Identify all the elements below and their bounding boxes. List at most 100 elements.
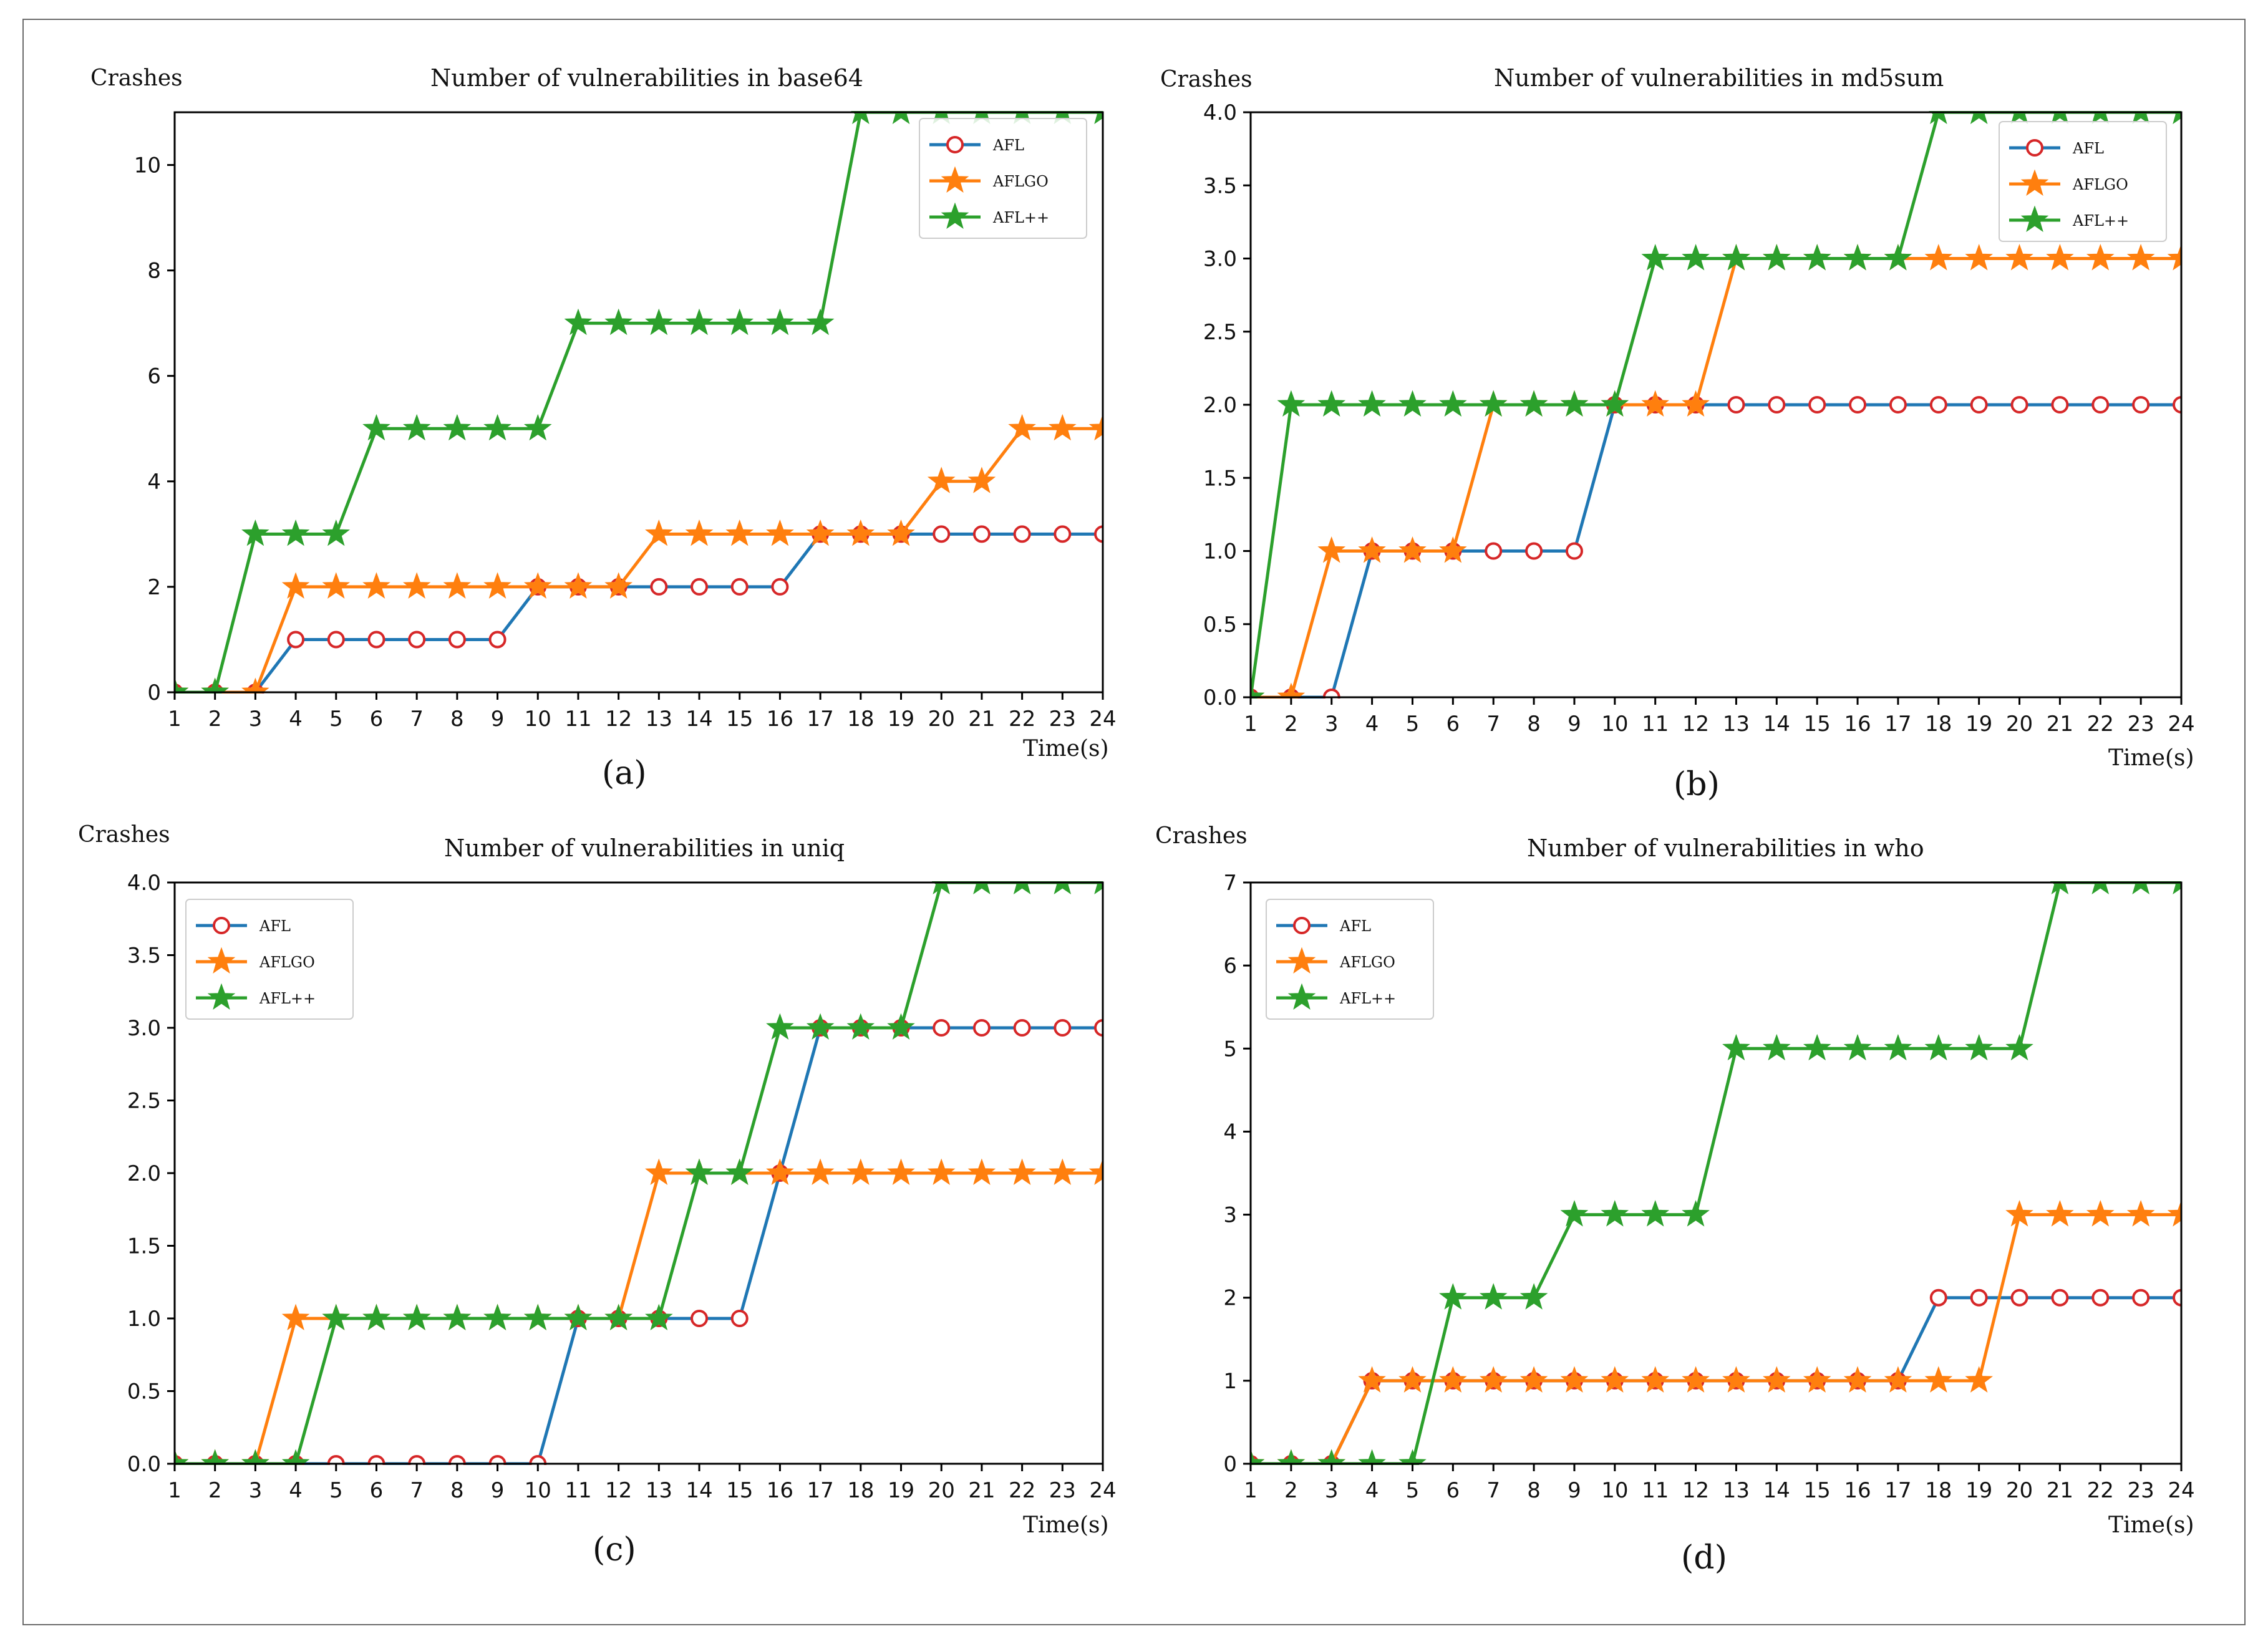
plot-frame — [1249, 881, 2183, 1465]
y-tick-label: 7 — [1223, 871, 1237, 896]
afl-marker — [972, 1019, 991, 1037]
aflpp-marker — [201, 1449, 229, 1465]
x-tick-label: 8 — [1527, 1478, 1541, 1503]
aflgo-marker — [1560, 1366, 1589, 1393]
y-tick-label: 4.0 — [1203, 100, 1237, 125]
aflgo-marker — [2020, 169, 2049, 196]
x-tick-label: 15 — [1804, 1478, 1831, 1503]
afl-marker — [1054, 525, 1072, 543]
legend-item: AFLGO — [2009, 169, 2128, 196]
y-axis-label: Crashes — [1160, 67, 1253, 92]
x-tick-label: 24 — [1089, 1478, 1116, 1503]
aflgo-marker — [887, 1158, 915, 1186]
aflpp-marker — [281, 1449, 310, 1465]
aflpp-marker — [1924, 1033, 1953, 1061]
x-tick-label: 23 — [1049, 1478, 1076, 1503]
aflgo-marker — [2046, 1200, 2074, 1227]
legend-label: AFLGO — [259, 954, 315, 971]
aflpp-marker — [887, 1013, 915, 1040]
x-tick-label: 10 — [1601, 1478, 1628, 1503]
aflpp-marker — [846, 1013, 875, 1040]
aflpp-marker — [1763, 1033, 1791, 1061]
afl-marker — [2051, 396, 2069, 413]
aflpp-marker — [2090, 111, 2110, 125]
aflpp-marker — [604, 308, 633, 336]
aflgo-marker — [483, 572, 511, 599]
aflpp-marker — [1884, 244, 1912, 271]
aflgo-marker — [806, 1158, 835, 1186]
x-tick-label: 7 — [1486, 1478, 1500, 1503]
x-tick-label: 7 — [1486, 712, 1500, 737]
afl-marker — [730, 1310, 749, 1327]
aflpp-marker — [1560, 1200, 1589, 1227]
x-tick-label: 1 — [168, 1478, 182, 1503]
aflgo-marker — [1277, 682, 1306, 699]
aflgo-marker — [281, 572, 310, 599]
x-tick-label: 21 — [2047, 1478, 2073, 1503]
afl-marker — [2051, 1289, 2069, 1307]
afl-marker — [691, 1310, 709, 1327]
afl-marker — [1808, 396, 1826, 413]
y-tick-label: 4 — [147, 470, 161, 495]
aflgo-marker — [1358, 1366, 1386, 1393]
x-tick-label: 7 — [410, 707, 424, 732]
afl-marker — [1013, 1019, 1031, 1037]
x-tick-label: 7 — [410, 1478, 424, 1503]
aflpp-marker — [891, 111, 911, 125]
legend-item: AFL++ — [196, 983, 316, 1010]
aflpp-marker — [1012, 881, 1032, 894]
x-tick-label: 18 — [1925, 712, 1952, 737]
aflpp-marker — [1519, 390, 1548, 417]
x-tick-label: 17 — [1884, 1478, 1911, 1503]
x-tick-label: 21 — [2047, 712, 2073, 737]
afl-marker — [287, 631, 305, 649]
aflpp-marker — [1052, 881, 1072, 894]
aflgo-marker — [1601, 1366, 1629, 1393]
aflpp-marker — [1803, 244, 1831, 271]
series-aflgo — [1251, 1200, 2181, 1465]
aflgo-marker — [766, 519, 794, 546]
aflgo-marker — [1965, 244, 1994, 271]
x-tick-label: 24 — [2168, 1478, 2194, 1503]
panel-caption: (b) — [1674, 766, 1720, 803]
afl-marker — [1525, 542, 1543, 560]
y-tick-label: 1 — [1223, 1369, 1237, 1394]
x-tick-label: 19 — [888, 1478, 914, 1503]
aflpp-marker — [2171, 111, 2181, 124]
aflgo-marker — [1641, 390, 1669, 417]
series-aflgo — [175, 413, 1103, 694]
x-tick-label: 4 — [1365, 1478, 1379, 1503]
aflpp-marker — [1641, 244, 1669, 271]
afl-marker — [1929, 1289, 1947, 1307]
x-tick-label: 5 — [1406, 1478, 1420, 1503]
aflgo-marker — [887, 519, 915, 546]
afl-marker — [1849, 396, 1867, 413]
x-tick-label: 18 — [1925, 1478, 1952, 1503]
afl-marker — [730, 578, 749, 596]
aflgo-marker — [967, 1158, 996, 1186]
y-tick-label: 2 — [1223, 1286, 1237, 1311]
x-tick-label: 20 — [928, 1478, 955, 1503]
x-tick-label: 4 — [1365, 712, 1379, 737]
aflgo-marker — [1008, 413, 1036, 441]
aflgo-marker — [523, 572, 552, 599]
aflpp-marker — [725, 308, 754, 336]
aflgo-marker — [1049, 1158, 1077, 1185]
x-tick-label: 1 — [1244, 1478, 1258, 1503]
legend-label: AFL — [992, 137, 1024, 154]
x-tick-label: 12 — [605, 707, 632, 732]
y-tick-label: 3.5 — [1203, 173, 1237, 198]
afl-marker — [1485, 542, 1503, 560]
x-tick-label: 3 — [249, 707, 263, 732]
aflgo-marker — [2126, 1200, 2155, 1227]
aflpp-marker — [564, 308, 593, 336]
x-axis-label: Time(s) — [2108, 1512, 2194, 1538]
aflgo-marker — [281, 1303, 310, 1331]
x-tick-label: 20 — [2006, 712, 2033, 737]
aflpp-marker — [1965, 1033, 1994, 1061]
x-tick-label: 12 — [605, 1478, 632, 1503]
aflgo-marker — [766, 1158, 794, 1186]
x-tick-label: 6 — [1447, 1478, 1460, 1503]
x-tick-label: 16 — [1844, 712, 1871, 737]
